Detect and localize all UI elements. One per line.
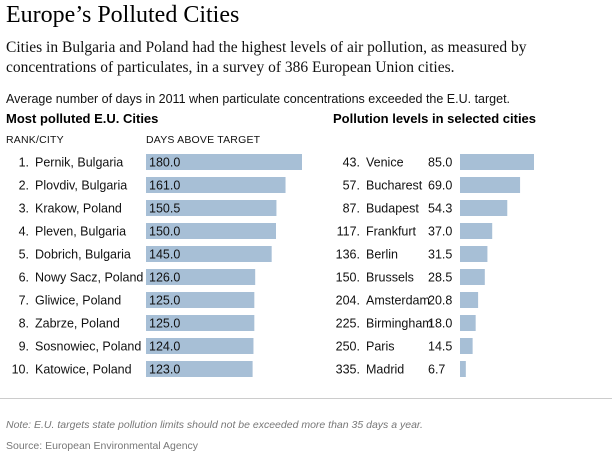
chart-title: Europe’s Polluted Cities bbox=[6, 2, 240, 28]
right-bar-8 bbox=[460, 315, 476, 331]
right-bar-10 bbox=[460, 361, 466, 377]
right-rank-label-3: 87. bbox=[343, 202, 360, 216]
right-value-label-4: 37.0 bbox=[428, 225, 452, 239]
right-bar-4 bbox=[460, 223, 493, 239]
left-value-label-4: 150.0 bbox=[149, 225, 180, 239]
right-city-label-3: Budapest bbox=[366, 202, 419, 216]
left-city-label-1: Pernik, Bulgaria bbox=[35, 156, 123, 170]
right-city-label-2: Bucharest bbox=[366, 179, 423, 193]
right-city-label-5: Berlin bbox=[366, 248, 398, 262]
right-chart-title: Pollution levels in selected cities bbox=[333, 111, 537, 126]
right-city-label-8: Birmingham bbox=[366, 317, 433, 331]
source-credit: Source: European Environmental Agency bbox=[6, 440, 199, 452]
left-bar-10 bbox=[146, 361, 253, 377]
left-bar-1 bbox=[146, 154, 302, 170]
right-bar-3 bbox=[460, 200, 508, 216]
left-bar-2 bbox=[146, 177, 286, 193]
left-city-label-2: Plovdiv, Bulgaria bbox=[35, 179, 127, 193]
right-bar-7 bbox=[460, 292, 479, 308]
left-value-label-8: 125.0 bbox=[149, 317, 180, 331]
left-bar-6 bbox=[146, 269, 256, 285]
left-bar-5 bbox=[146, 246, 272, 262]
left-rank-label-7: 7. bbox=[19, 294, 29, 308]
right-city-label-1: Venice bbox=[366, 156, 404, 170]
right-rank-label-7: 204. bbox=[336, 294, 360, 308]
left-bar-3 bbox=[146, 200, 277, 216]
right-value-label-5: 31.5 bbox=[428, 248, 452, 262]
right-value-label-6: 28.5 bbox=[428, 271, 452, 285]
right-value-label-1: 85.0 bbox=[428, 156, 452, 170]
footer-divider bbox=[0, 398, 612, 399]
right-rank-label-10: 335. bbox=[336, 363, 360, 377]
left-city-label-3: Krakow, Poland bbox=[35, 202, 122, 216]
left-rank-label-5: 5. bbox=[19, 248, 29, 262]
right-rank-label-8: 225. bbox=[336, 317, 360, 331]
left-bar-chart: 1. Pernik, Bulgaria 180.0 2. Plovdiv, Bulgar… bbox=[12, 154, 302, 377]
left-rank-label-10: 10. bbox=[12, 363, 29, 377]
right-city-label-4: Frankfurt bbox=[366, 225, 417, 239]
right-bar-1 bbox=[460, 154, 534, 170]
right-bar-5 bbox=[460, 246, 488, 262]
left-city-label-8: Zabrze, Poland bbox=[35, 317, 120, 331]
left-value-label-9: 124.0 bbox=[149, 340, 180, 354]
left-city-label-6: Nowy Sacz, Poland bbox=[35, 271, 143, 285]
left-rank-label-8: 8. bbox=[19, 317, 29, 331]
right-rank-label-6: 150. bbox=[336, 271, 360, 285]
rank-city-header: RANK/CITY bbox=[6, 134, 64, 146]
left-value-label-1: 180.0 bbox=[149, 156, 180, 170]
right-value-label-10: 6.7 bbox=[428, 363, 445, 377]
left-value-label-3: 150.5 bbox=[149, 202, 180, 216]
right-rank-label-5: 136. bbox=[336, 248, 360, 262]
bar-charts: 1. Pernik, Bulgaria 180.0 2. Plovdiv, Bulgar… bbox=[12, 154, 534, 377]
left-chart-title: Most polluted E.U. Cities bbox=[6, 111, 159, 126]
left-value-label-5: 145.0 bbox=[149, 248, 180, 262]
right-city-label-7: Amsterdam bbox=[366, 294, 430, 308]
left-rank-label-3: 3. bbox=[19, 202, 29, 216]
right-bar-9 bbox=[460, 338, 473, 354]
left-value-label-2: 161.0 bbox=[149, 179, 180, 193]
right-bar-6 bbox=[460, 269, 485, 285]
footnote: Note: E.U. targets state pollution limit… bbox=[6, 419, 423, 431]
left-bar-9 bbox=[146, 338, 254, 354]
left-value-label-7: 125.0 bbox=[149, 294, 180, 308]
right-value-label-9: 14.5 bbox=[428, 340, 452, 354]
left-value-label-6: 126.0 bbox=[149, 271, 180, 285]
right-bar-2 bbox=[460, 177, 521, 193]
right-rank-label-9: 250. bbox=[336, 340, 360, 354]
left-rank-label-9: 9. bbox=[19, 340, 29, 354]
left-rank-label-4: 4. bbox=[19, 225, 29, 239]
right-rank-label-1: 43. bbox=[343, 156, 360, 170]
left-city-label-4: Pleven, Bulgaria bbox=[35, 225, 126, 239]
left-city-label-10: Katowice, Poland bbox=[35, 363, 132, 377]
right-value-label-7: 20.8 bbox=[428, 294, 452, 308]
right-value-label-3: 54.3 bbox=[428, 202, 452, 216]
left-rank-label-6: 6. bbox=[19, 271, 29, 285]
left-bar-7 bbox=[146, 292, 255, 308]
left-rank-label-1: 1. bbox=[19, 156, 29, 170]
left-rank-label-2: 2. bbox=[19, 179, 29, 193]
right-value-label-8: 18.0 bbox=[428, 317, 452, 331]
right-bar-chart: 43. Venice 85.0 57. Bucharest 69.0 87. Budapest… bbox=[336, 154, 534, 377]
days-above-target-header: DAYS ABOVE TARGET bbox=[146, 134, 261, 146]
left-bar-8 bbox=[146, 315, 255, 331]
right-rank-label-2: 57. bbox=[343, 179, 360, 193]
right-city-label-6: Brussels bbox=[366, 271, 414, 285]
left-value-label-10: 123.0 bbox=[149, 363, 180, 377]
left-city-label-7: Gliwice, Poland bbox=[35, 294, 121, 308]
right-city-label-9: Paris bbox=[366, 340, 394, 354]
chart-intro: Average number of days in 2011 when part… bbox=[6, 92, 511, 106]
right-city-label-10: Madrid bbox=[366, 363, 404, 377]
left-bar-4 bbox=[146, 223, 276, 239]
left-city-label-9: Sosnowiec, Poland bbox=[35, 340, 141, 354]
right-rank-label-4: 117. bbox=[337, 225, 360, 239]
right-value-label-2: 69.0 bbox=[428, 179, 452, 193]
left-city-label-5: Dobrich, Bulgaria bbox=[35, 248, 131, 262]
chart-subtitle: Cities in Bulgaria and Poland had the hi… bbox=[6, 39, 527, 76]
